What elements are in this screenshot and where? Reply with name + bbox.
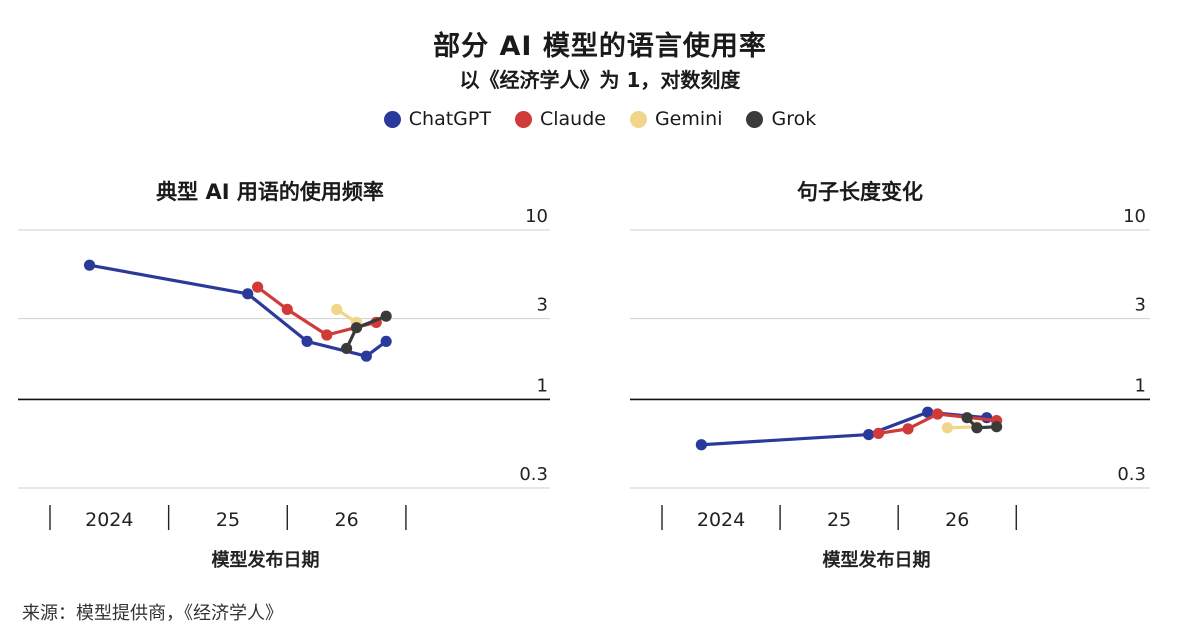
data-point-grok bbox=[380, 310, 392, 322]
data-point-grok bbox=[990, 421, 1003, 433]
x-axis-label: 模型发布日期 bbox=[212, 549, 320, 571]
y-tick-label: 0.3 bbox=[519, 464, 548, 485]
y-tick-label: 1 bbox=[1135, 375, 1146, 396]
data-point-chatgpt bbox=[83, 259, 96, 271]
y-tick-label: 1 bbox=[537, 375, 548, 396]
right-chart: 10 3 1 0.3 2024 25 26 模型发布日期 bbox=[630, 206, 1150, 571]
y-tick-label: 3 bbox=[537, 295, 548, 316]
y-tick-label: 10 bbox=[525, 206, 548, 227]
x-tick-label: 2024 bbox=[85, 509, 133, 531]
data-point-gemini bbox=[941, 422, 953, 434]
legend-item-chatgpt: ChatGPT bbox=[383, 108, 491, 130]
data-point-chatgpt bbox=[922, 406, 934, 418]
y-tick-label: 3 bbox=[1135, 295, 1146, 316]
legend-swatch-claude bbox=[514, 110, 532, 128]
data-point-claude bbox=[281, 303, 293, 315]
legend: ChatGPT Claude Gemini Grok bbox=[0, 108, 1200, 130]
data-point-chatgpt bbox=[380, 335, 392, 348]
source-note: 来源：模型提供商，《经济学人》 bbox=[22, 603, 283, 624]
legend-label-grok: Grok bbox=[771, 108, 817, 130]
x-tick-label: 26 bbox=[945, 509, 969, 531]
data-point-claude bbox=[872, 427, 885, 440]
data-point-claude bbox=[931, 408, 944, 420]
data-point-claude bbox=[902, 423, 914, 435]
chart-title: 部分 AI 模型的语言使用率 bbox=[433, 31, 767, 62]
data-point-grok bbox=[350, 322, 363, 334]
legend-swatch-chatgpt bbox=[383, 110, 401, 128]
legend-item-grok: Grok bbox=[746, 108, 816, 130]
data-point-gemini bbox=[331, 303, 343, 315]
x-tick-label: 25 bbox=[216, 509, 240, 531]
data-point-chatgpt bbox=[242, 288, 254, 300]
right-panel-title: 句子长度变化 bbox=[797, 180, 923, 204]
legend-label-chatgpt: ChatGPT bbox=[408, 108, 491, 130]
chart-subtitle: 以《经济学人》为 1，对数刻度 bbox=[459, 68, 741, 92]
legend-swatch-gemini bbox=[629, 110, 647, 128]
left-chart: 10 3 1 0.3 2024 25 26 模型发布日期 bbox=[18, 206, 550, 571]
x-tick-label: 25 bbox=[827, 509, 851, 531]
data-point-claude bbox=[321, 329, 333, 341]
data-point-chatgpt bbox=[695, 439, 707, 451]
data-point-chatgpt bbox=[360, 350, 372, 362]
data-point-grok bbox=[971, 422, 983, 434]
x-tick-label: 26 bbox=[334, 509, 358, 531]
data-point-grok bbox=[340, 342, 353, 355]
data-point-chatgpt bbox=[863, 428, 875, 441]
x-tick-label: 2024 bbox=[697, 509, 745, 531]
left-panel-title: 典型 AI 用语的使用频率 bbox=[156, 180, 384, 204]
x-axis-label: 模型发布日期 bbox=[823, 549, 931, 571]
data-point-chatgpt bbox=[301, 335, 313, 348]
data-point-grok bbox=[961, 412, 973, 424]
legend-item-gemini: Gemini bbox=[629, 108, 723, 130]
y-tick-label: 10 bbox=[1123, 206, 1146, 227]
data-point-claude bbox=[252, 281, 264, 293]
legend-swatch-grok bbox=[746, 110, 764, 128]
y-tick-label: 0.3 bbox=[1117, 464, 1146, 485]
legend-label-claude: Claude bbox=[539, 108, 606, 130]
legend-label-gemini: Gemini bbox=[654, 108, 723, 130]
legend-item-claude: Claude bbox=[514, 108, 606, 130]
